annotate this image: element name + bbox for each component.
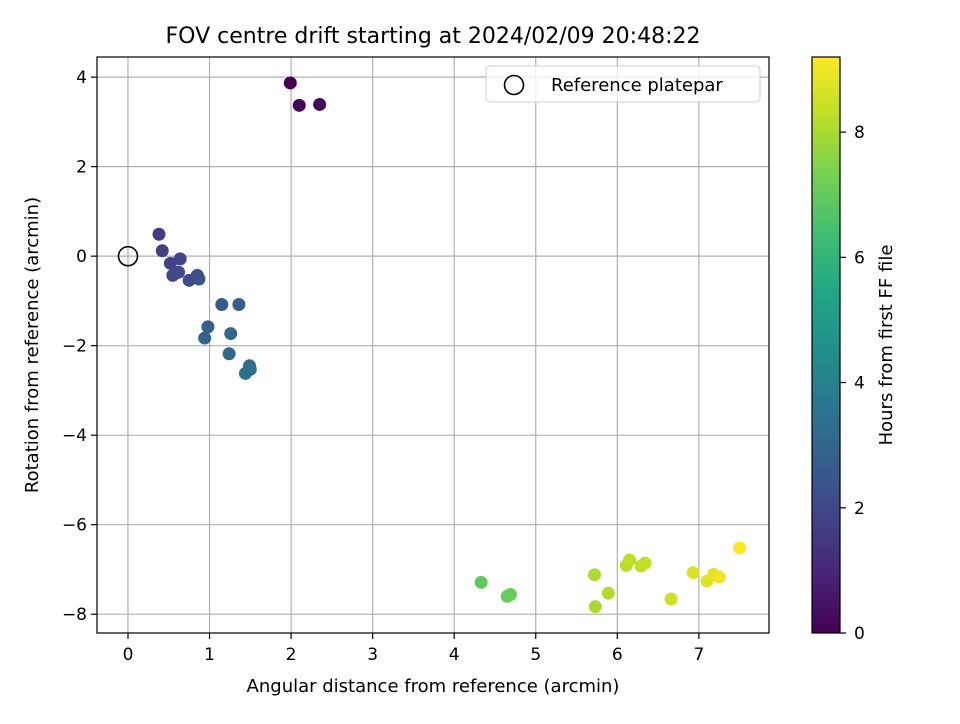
- data-point: [587, 568, 601, 582]
- data-point: [173, 252, 187, 266]
- y-tick-label: −2: [62, 337, 87, 357]
- y-tick-label: −6: [62, 516, 87, 536]
- x-tick-label: 3: [367, 645, 378, 665]
- data-point: [474, 575, 488, 589]
- legend-entry-label: Reference platepar: [551, 75, 723, 96]
- colorbar-tick-label: 4: [854, 374, 865, 394]
- colorbar-gradient: [812, 57, 840, 633]
- x-axis-label: Angular distance from reference (arcmin): [247, 676, 620, 697]
- y-axis-ticks: −8 −6 −4 −2 0 2 4: [62, 68, 97, 625]
- data-point: [664, 592, 678, 606]
- data-point: [222, 347, 236, 361]
- data-point: [292, 98, 306, 112]
- y-axis-label: Rotation from reference (arcmin): [22, 197, 43, 493]
- data-point: [503, 588, 517, 602]
- data-point: [215, 297, 229, 311]
- data-point: [283, 76, 297, 90]
- data-point: [224, 327, 238, 341]
- data-points: [152, 76, 747, 614]
- chart-title: FOV centre drift starting at 2024/02/09 …: [166, 24, 701, 49]
- data-point: [163, 256, 177, 270]
- y-tick-label: −4: [62, 426, 87, 446]
- colorbar-ticks: 0 2 4 6 8: [840, 123, 865, 644]
- data-point: [232, 297, 246, 311]
- legend-open-circle-icon: [503, 74, 525, 96]
- plot-frame: [96, 56, 770, 634]
- data-point: [172, 265, 186, 279]
- data-point: [155, 244, 169, 258]
- colorbar-tick-label: 0: [854, 624, 865, 644]
- reference-point-marker: [117, 245, 139, 267]
- x-tick-label: 5: [530, 645, 541, 665]
- y-tick-label: 2: [76, 158, 87, 178]
- grid-lines: [97, 57, 769, 633]
- y-tick-label: 4: [76, 68, 87, 88]
- x-tick-label: 2: [286, 645, 297, 665]
- data-point: [201, 320, 215, 334]
- data-point: [238, 366, 252, 380]
- data-point: [712, 570, 726, 584]
- data-point: [638, 556, 652, 570]
- x-tick-label: 7: [693, 645, 704, 665]
- y-tick-label: −8: [62, 605, 87, 625]
- x-axis-ticks: 0 1 2 3 4 5 6 7: [123, 633, 704, 665]
- data-point: [588, 600, 602, 614]
- data-point: [601, 586, 615, 600]
- data-point: [686, 566, 700, 580]
- data-point: [733, 541, 747, 555]
- data-point: [192, 272, 206, 286]
- data-point: [623, 553, 637, 567]
- x-tick-label: 0: [123, 645, 134, 665]
- reference-layer: [117, 245, 139, 267]
- data-point: [313, 97, 327, 111]
- legend-box: [485, 65, 761, 103]
- data-point: [152, 227, 166, 241]
- colorbar-label: Hours from first FF file: [876, 245, 897, 446]
- x-tick-label: 1: [204, 645, 215, 665]
- x-tick-label: 6: [612, 645, 623, 665]
- colorbar-tick-label: 6: [854, 248, 865, 268]
- x-tick-label: 4: [449, 645, 460, 665]
- colorbar: 0 2 4 6 8 Hours from first FF file: [811, 56, 897, 644]
- data-point: [198, 331, 212, 345]
- y-tick-label: 0: [76, 247, 87, 267]
- colorbar-frame: [811, 56, 841, 634]
- colorbar-tick-label: 8: [854, 123, 865, 143]
- legend: Reference platepar: [485, 65, 761, 103]
- colorbar-tick-label: 2: [854, 499, 865, 519]
